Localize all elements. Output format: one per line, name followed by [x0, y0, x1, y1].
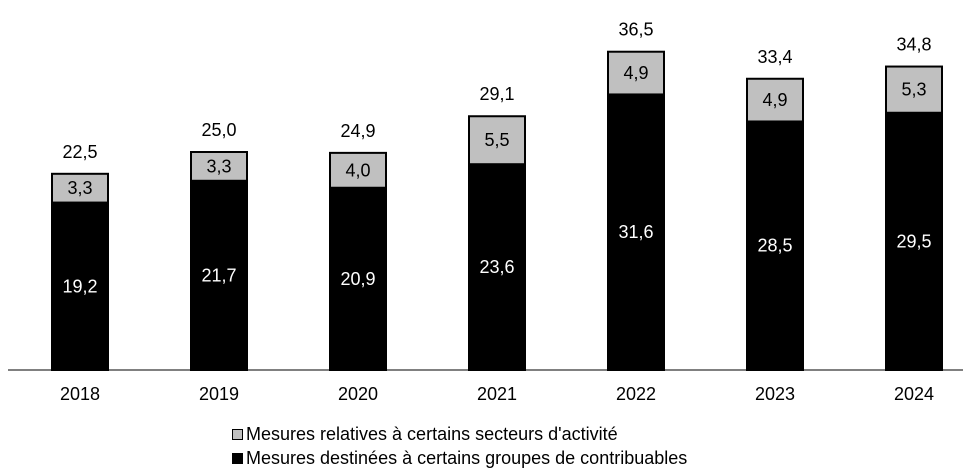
data-label-groups-2019: 21,7 [201, 265, 236, 285]
total-label-2019: 25,0 [201, 120, 236, 140]
data-label-groups-2022: 31,6 [618, 222, 653, 242]
data-label-groups-2020: 20,9 [340, 269, 375, 289]
x-tick-label-2019: 2019 [199, 384, 239, 404]
bar-segment-sectors-2018 [51, 172, 109, 204]
data-label-sectors-2021: 5,5 [484, 130, 509, 150]
total-label-2020: 24,9 [340, 121, 375, 141]
total-label-2018: 22,5 [62, 142, 97, 162]
bar-segment-groups-2023 [746, 120, 804, 372]
data-label-groups-2021: 23,6 [479, 257, 514, 277]
legend-item-sectors: Mesures relatives à certains secteurs d'… [232, 422, 687, 446]
data-label-sectors-2024: 5,3 [901, 80, 926, 100]
x-tick-label-2024: 2024 [894, 384, 934, 404]
bar-segment-sectors-2023 [746, 77, 804, 123]
bar-segment-sectors-2020 [329, 151, 387, 189]
bar-segment-sectors-2022 [607, 50, 665, 96]
legend-item-groups: Mesures destinées à certains groupes de … [232, 446, 687, 470]
x-tick-label-2023: 2023 [755, 384, 795, 404]
legend-label-sectors: Mesures relatives à certains secteurs d'… [246, 424, 618, 444]
legend-swatch-sectors [232, 428, 243, 440]
data-label-groups-2018: 19,2 [62, 276, 97, 296]
bar-segment-groups-2018 [51, 201, 109, 371]
total-label-2024: 34,8 [896, 35, 931, 55]
x-tick-label-2018: 2018 [60, 384, 100, 404]
data-label-sectors-2022: 4,9 [623, 63, 648, 83]
data-label-groups-2023: 28,5 [757, 236, 792, 256]
bar-segment-sectors-2021 [468, 115, 526, 166]
legend-label-groups: Mesures destinées à certains groupes de … [246, 448, 688, 468]
data-label-sectors-2023: 4,9 [762, 90, 787, 110]
total-label-2023: 33,4 [757, 47, 792, 67]
bar-segment-sectors-2019 [190, 151, 248, 182]
legend: Mesures relatives à certains secteurs d'… [232, 422, 687, 470]
bar-segment-sectors-2024 [885, 65, 943, 114]
stacked-bar-chart: 19,2 3,3 22,5 2018 21,7 3,3 25,0 2019 20,9 4,0 24,… [8, 20, 963, 404]
legend-swatch-groups [232, 452, 243, 464]
data-label-sectors-2019: 3,3 [206, 156, 231, 176]
data-label-groups-2024: 29,5 [896, 231, 931, 251]
total-label-2022: 36,5 [618, 20, 653, 40]
x-tick-label-2021: 2021 [477, 384, 517, 404]
data-label-sectors-2018: 3,3 [67, 178, 92, 198]
x-tick-label-2022: 2022 [616, 384, 656, 404]
x-tick-label-2020: 2020 [338, 384, 378, 404]
data-label-sectors-2020: 4,0 [345, 160, 370, 180]
total-label-2021: 29,1 [479, 84, 514, 104]
